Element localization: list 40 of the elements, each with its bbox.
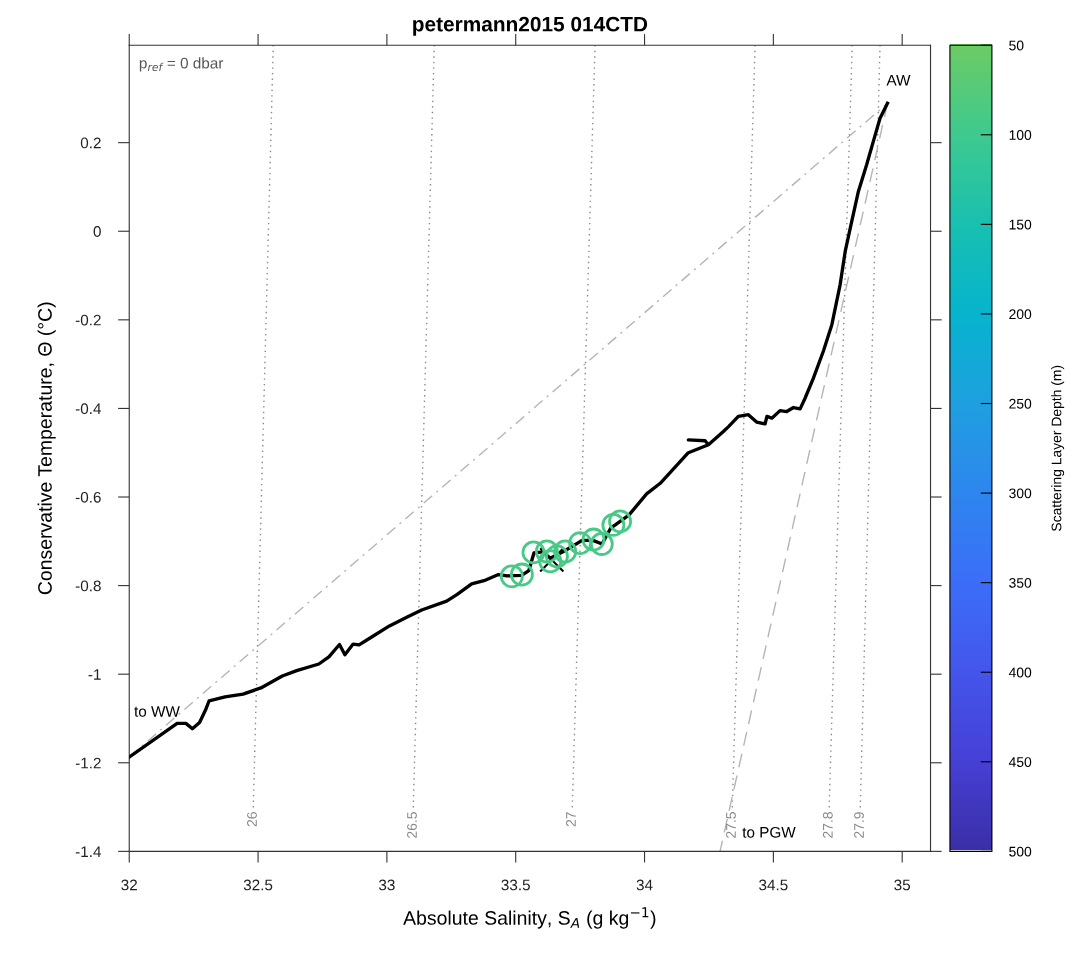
color-bar-label: 300 bbox=[1009, 488, 1032, 499]
color-bar-label: 250 bbox=[1009, 398, 1032, 409]
x-tick-label: 33 bbox=[378, 879, 395, 891]
y-tick-label: -0.8 bbox=[75, 580, 101, 592]
text: 27.8 bbox=[822, 812, 833, 838]
y-tick-label: -0.4 bbox=[75, 403, 102, 415]
y-tick-label: -1.4 bbox=[75, 846, 102, 857]
x-tick-label: 32 bbox=[121, 879, 137, 891]
y-tick-label: -0.6 bbox=[75, 491, 101, 503]
text: 26.5 bbox=[407, 812, 417, 838]
annotation: to PGW bbox=[742, 826, 796, 838]
text: 27.9 bbox=[854, 812, 864, 838]
x-tick-label: 35 bbox=[894, 879, 911, 891]
text: 26 bbox=[247, 812, 257, 827]
y-tick-label: -0.2 bbox=[75, 314, 101, 326]
text: 27.5 bbox=[726, 812, 736, 838]
color-bar-label: 100 bbox=[1009, 130, 1032, 140]
x-axis-title: Absolute Salinity, S$_{A}$ (g kg$^{−1}$) bbox=[403, 907, 656, 929]
color-bar-title: Scattering Layer Depth (m) bbox=[1051, 365, 1065, 532]
y-tick-label: 0.2 bbox=[80, 137, 101, 149]
color-bar-label: 150 bbox=[1009, 219, 1032, 230]
y-tick-label: -1 bbox=[88, 669, 101, 680]
color-bar-label: 400 bbox=[1008, 667, 1032, 678]
x-tick-label: 33.5 bbox=[501, 879, 530, 891]
color-bar-label: 50 bbox=[1009, 40, 1024, 51]
y-tick-label: 0 bbox=[93, 226, 101, 237]
x-tick-label: 34 bbox=[636, 879, 653, 891]
x-tick-label: 34.5 bbox=[759, 879, 788, 891]
y-axis-title: Conservative Temperature, Θ (°C) bbox=[37, 302, 56, 595]
text: 27 bbox=[566, 812, 576, 827]
color-bar-label: 350 bbox=[1009, 577, 1032, 588]
x-tick-label: 32.5 bbox=[243, 879, 273, 891]
y-tick-label: -1.2 bbox=[75, 757, 101, 769]
chart-title: petermann2015 014CTD bbox=[413, 16, 648, 36]
annotation: p$_{ref}$ = 0 dbar bbox=[139, 57, 224, 72]
annotation: AW bbox=[886, 74, 911, 86]
annotation: to WW bbox=[134, 706, 180, 717]
color-bar-label: 500 bbox=[1009, 846, 1032, 857]
color-bar-label: 450 bbox=[1008, 757, 1032, 767]
color-bar-label: 200 bbox=[1009, 309, 1032, 320]
